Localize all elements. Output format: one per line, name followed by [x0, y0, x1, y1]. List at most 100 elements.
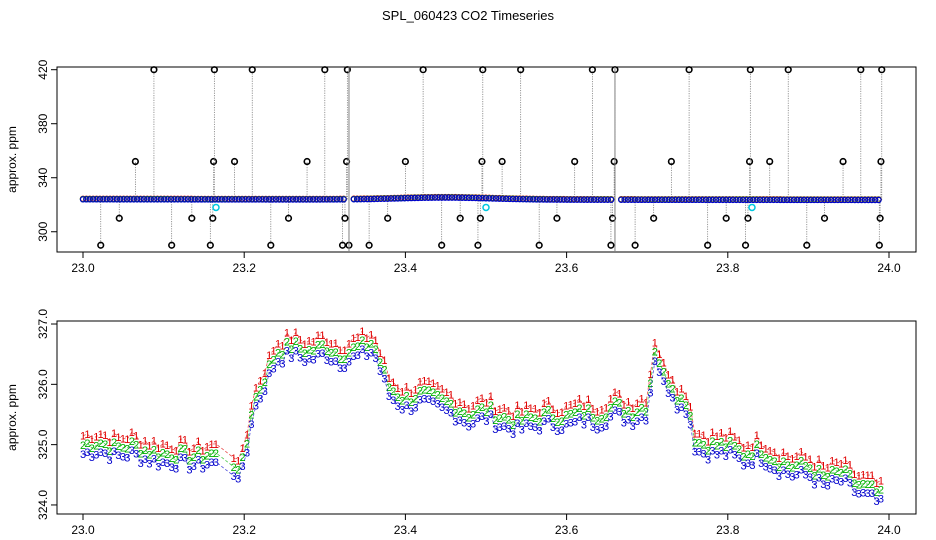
top-x-tick-label: 23.8	[716, 261, 740, 275]
bottom-y-axis-label: approx. ppm	[5, 384, 19, 451]
series-point-3: 3	[182, 452, 188, 464]
series-point-1: 1	[151, 436, 157, 448]
series-point-1: 1	[208, 439, 214, 451]
baseline-point	[462, 194, 469, 202]
series-point-2: 2	[80, 440, 86, 452]
series-point-1: 1	[412, 385, 418, 397]
baseline-point	[482, 195, 490, 202]
baseline-point	[184, 196, 192, 203]
series-point-1: 1	[541, 398, 547, 410]
baseline-point	[831, 196, 838, 204]
baseline-point	[523, 196, 530, 203]
series-point-3: 3	[324, 355, 330, 367]
baseline-point	[841, 196, 848, 204]
baseline-point	[127, 196, 134, 203]
series-point-3: 3	[532, 422, 538, 434]
series-point-2: 2	[590, 413, 596, 425]
baseline-point	[438, 194, 446, 201]
series-point-3: 3	[825, 481, 831, 493]
series-point-2: 2	[842, 464, 848, 476]
series-point-1: 1	[182, 434, 188, 446]
series-point-2: 2	[776, 462, 782, 474]
series-point-1: 1	[173, 446, 179, 458]
baseline-point	[651, 196, 659, 204]
series-point-2: 2	[829, 465, 835, 477]
baseline-point	[871, 196, 879, 204]
series-point-3: 3	[572, 416, 578, 428]
series-point-1: 1	[572, 398, 578, 410]
series-point-1: 1	[204, 442, 210, 454]
baseline-point	[394, 195, 402, 202]
series-point-3: 3	[470, 419, 476, 431]
series-point-2: 2	[386, 382, 392, 394]
baseline-point	[357, 196, 364, 203]
baseline-point	[570, 196, 578, 203]
series-point-1: 1	[811, 461, 817, 473]
series-point-1: 1	[426, 376, 432, 388]
spike-marker	[610, 157, 618, 166]
baseline-point	[221, 196, 229, 203]
series-point-1: 1	[692, 429, 698, 441]
baseline-point	[475, 194, 483, 202]
series-point-3: 3	[359, 344, 365, 356]
series-point-2: 2	[656, 358, 662, 370]
baseline-point	[509, 195, 517, 203]
baseline-point	[722, 196, 730, 204]
baseline-point	[811, 196, 818, 204]
series-point-3: 3	[501, 421, 507, 433]
series-point-2: 2	[576, 403, 582, 415]
series-point-3: 3	[80, 449, 86, 461]
series-point-1: 1	[514, 400, 520, 412]
baseline-point	[218, 196, 225, 203]
baseline-point	[726, 196, 733, 204]
baseline-point	[655, 196, 662, 204]
spike-marker	[479, 66, 487, 74]
series-point-3: 3	[177, 452, 183, 464]
baseline-point	[360, 195, 368, 203]
series-point-2: 2	[257, 385, 263, 397]
baseline-point	[648, 196, 655, 204]
series-point-2: 2	[142, 445, 148, 457]
baseline-point	[89, 196, 97, 203]
series-point-2: 2	[474, 404, 480, 416]
bottom-x-tick-label: 23.8	[716, 523, 740, 537]
series-point-1: 1	[607, 393, 613, 405]
series-point-3: 3	[350, 351, 356, 363]
series-point-3: 3	[683, 409, 689, 421]
baseline-point	[282, 196, 290, 203]
baseline-point	[645, 196, 652, 204]
series-point-1: 1	[510, 411, 516, 423]
series-point-3: 3	[395, 401, 401, 413]
series-point-2: 2	[275, 348, 281, 360]
series-point-2: 2	[404, 391, 410, 403]
series-point-1: 1	[670, 374, 676, 386]
series-point-3: 3	[457, 415, 463, 427]
series-point-3: 3	[590, 422, 596, 434]
baseline-point	[469, 194, 476, 202]
cyan-marker	[482, 203, 490, 212]
baseline-point	[766, 196, 774, 204]
series-line-1	[82, 330, 882, 484]
series-point-1: 1	[310, 337, 316, 349]
spike-marker	[650, 214, 658, 222]
baseline-point	[86, 196, 93, 203]
series-point-1: 1	[638, 394, 644, 406]
series-point-1: 1	[803, 451, 809, 463]
series-point-2: 2	[705, 445, 711, 457]
series-point-1: 1	[745, 440, 751, 452]
series-point-3: 3	[98, 447, 104, 459]
series-point-3: 3	[820, 479, 826, 491]
series-point-1: 1	[461, 399, 467, 411]
spike-marker	[744, 214, 752, 222]
series-point-2: 2	[115, 441, 121, 453]
series-point-2: 2	[457, 406, 463, 418]
baseline-point	[103, 196, 110, 203]
baseline-point	[702, 196, 710, 204]
series-point-3: 3	[151, 454, 157, 466]
series-point-3: 3	[155, 461, 161, 473]
series-point-2: 2	[146, 450, 152, 462]
baseline-point	[191, 196, 198, 203]
cyan-marker	[212, 203, 220, 212]
baseline-point	[584, 196, 591, 203]
series-point-3: 3	[452, 417, 458, 429]
